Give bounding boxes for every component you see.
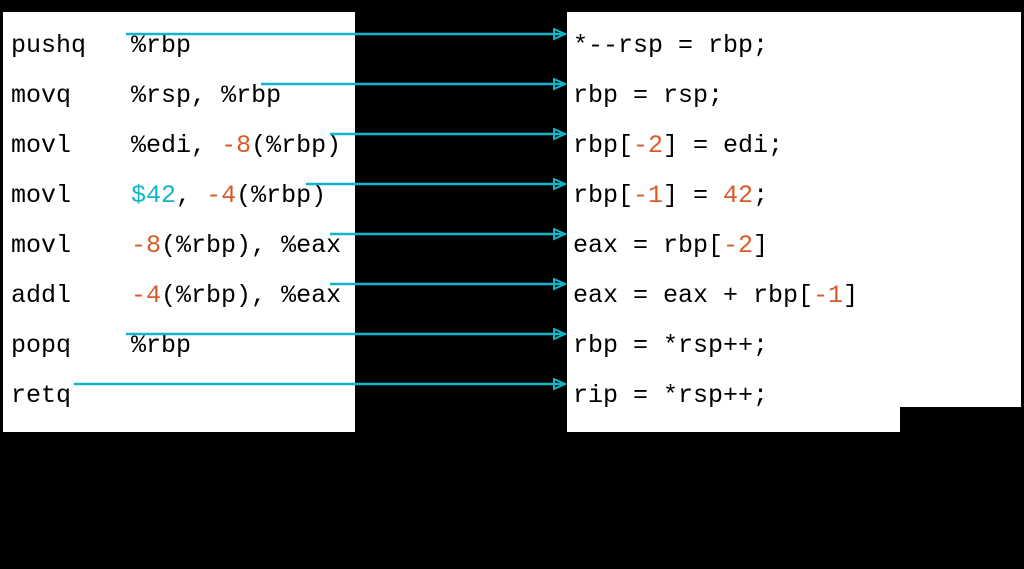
asm-mnemonic: retq	[11, 381, 131, 410]
asm-mnemonic: movl	[11, 131, 131, 160]
c-row-1: rbp = rsp;	[573, 80, 723, 112]
asm-row-0: pushq %rbp	[11, 30, 191, 62]
c-row-7: rip = *rsp++;	[573, 380, 768, 412]
c-row-6: rbp = *rsp++;	[573, 330, 768, 362]
asm-mnemonic: movl	[11, 181, 131, 210]
asm-row-5: addl -4(%rbp), %eax	[11, 280, 341, 312]
asm-row-1: movq %rsp, %rbp	[11, 80, 281, 112]
asm-panel: pushq %rbp movq %rsp, %rbp movl %edi, -8(%…	[3, 12, 355, 432]
asm-row-2: movl %edi, -8(%rbp)	[11, 130, 341, 162]
asm-row-4: movl -8(%rbp), %eax	[11, 230, 341, 262]
asm-row-6: popq %rbp	[11, 330, 191, 362]
c-row-4: eax = rbp[-2]	[573, 230, 768, 262]
c-row-3: rbp[-1] = 42;	[573, 180, 768, 212]
asm-row-7: retq	[11, 380, 131, 412]
asm-row-3: movl $42, -4(%rbp)	[11, 180, 326, 212]
c-row-5: eax = eax + rbp[-1]	[573, 280, 858, 312]
asm-mnemonic: pushq	[11, 31, 131, 60]
c-row-2: rbp[-2] = edi;	[573, 130, 783, 162]
asm-mnemonic: addl	[11, 281, 131, 310]
c-row-0: *--rsp = rbp;	[573, 30, 768, 62]
asm-mnemonic: movl	[11, 231, 131, 260]
panel-notch	[900, 407, 1021, 432]
asm-mnemonic: popq	[11, 331, 131, 360]
c-pseudo-panel: *--rsp = rbp; rbp = rsp; rbp[-2] = edi; rbp…	[567, 12, 1021, 432]
asm-mnemonic: movq	[11, 81, 131, 110]
